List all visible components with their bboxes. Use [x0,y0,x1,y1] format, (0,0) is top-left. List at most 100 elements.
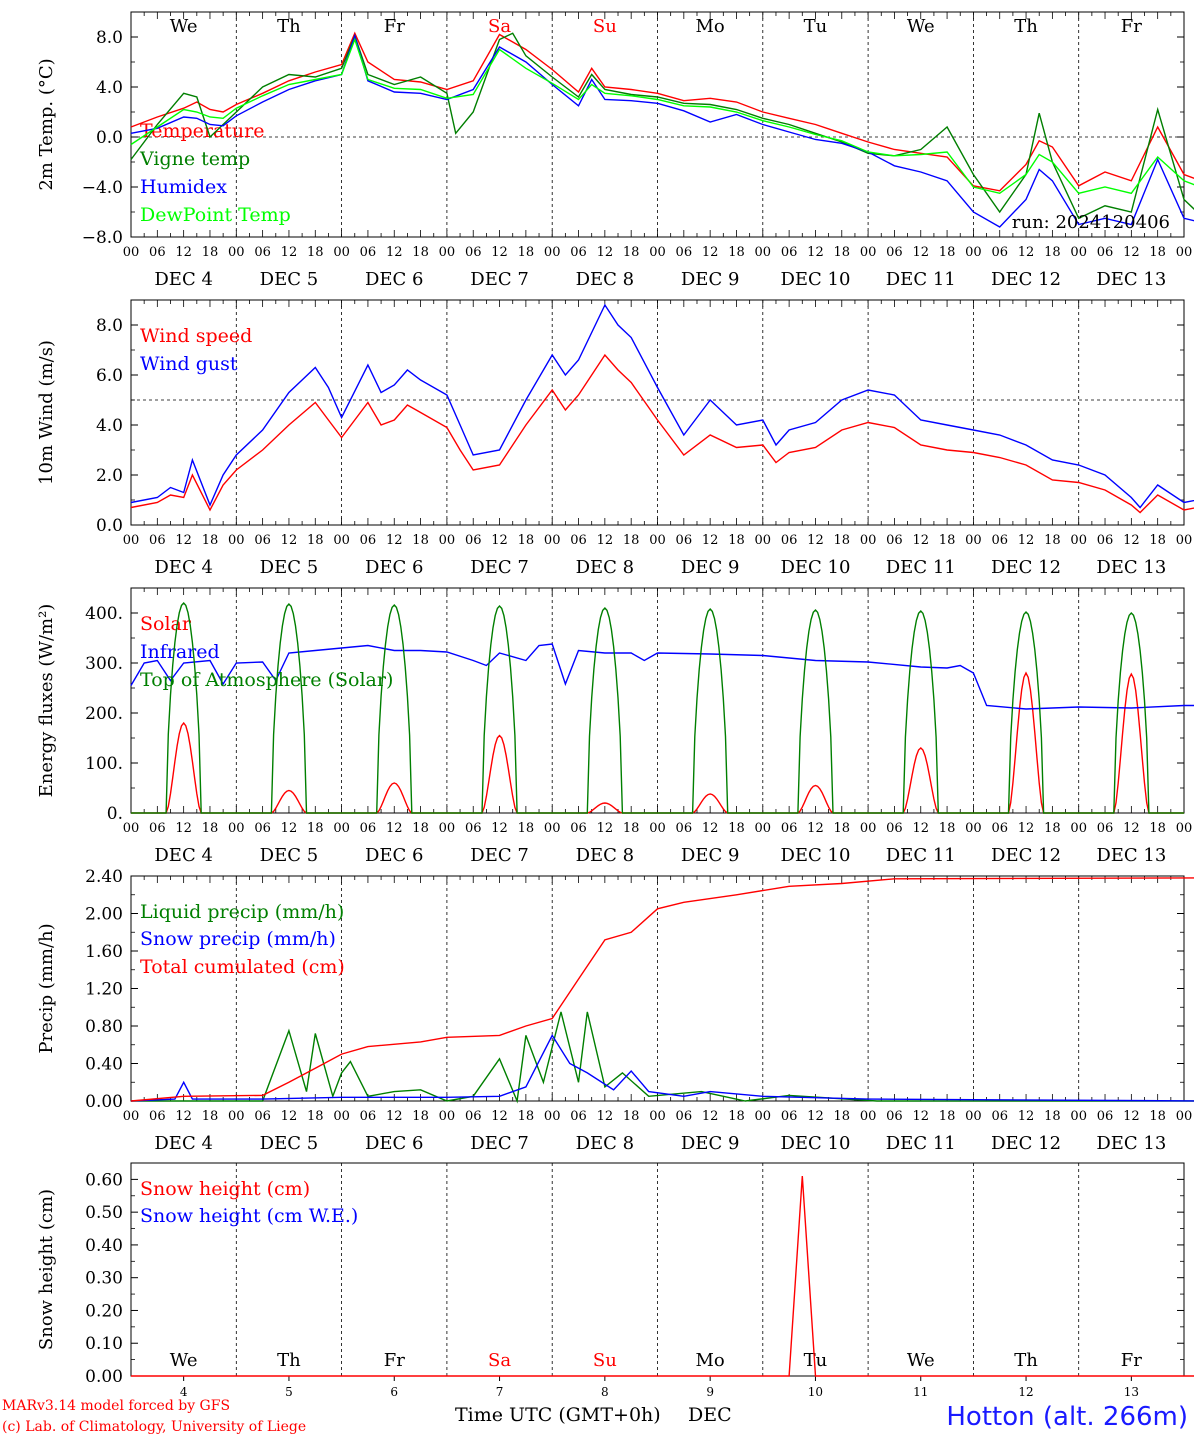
hour-label: 12 [1018,821,1035,836]
y-tick-label: 6.0 [96,366,123,386]
hour-label: 12 [702,245,719,260]
hour-label: 00 [544,1109,561,1124]
y-tick-label: −4.0 [82,178,123,198]
hour-label: 12 [491,533,508,548]
hour-label: 06 [676,1109,693,1124]
date-label: DEC 12 [991,845,1061,866]
hour-label: 00 [333,821,350,836]
hour-label: 00 [123,245,140,260]
date-label: DEC 4 [154,557,213,578]
model-credit: MARv3.14 model forced by GFS [2,1398,231,1414]
hour-label: 18 [307,245,324,260]
hour-label: 18 [623,1109,640,1124]
hour-label: 18 [1149,533,1166,548]
hour-label: 00 [228,533,245,548]
y-tick-label: 200. [85,704,123,724]
hour-label: 06 [781,245,798,260]
hour-label: 12 [386,245,403,260]
y-tick-label: 0.40 [85,1055,123,1075]
weekday-label: Th [1014,1350,1038,1371]
series-line-vigne-temp [130,32,1194,220]
weekday-label: Th [277,1350,301,1371]
date-label: DEC 9 [681,1133,740,1154]
date-label: DEC 9 [681,845,740,866]
date-label: DEC 7 [470,845,529,866]
hour-label: 00 [755,1109,772,1124]
hour-label: 12 [1018,1109,1035,1124]
hour-label: 18 [728,821,745,836]
legend-entry: Wind speed [140,325,252,347]
y-axis-label: 2m Temp. (°C) [36,58,57,190]
hour-label: 18 [307,821,324,836]
hour-label: 00 [649,533,666,548]
weekday-label: Mo [696,1350,725,1371]
hour-label: 00 [333,245,350,260]
hour-label: 12 [491,245,508,260]
x-axis-label: Time UTC (GMT+0h) [455,1404,661,1426]
date-label: DEC 13 [1096,845,1166,866]
weekday-label: We [907,16,935,37]
hour-label: 18 [202,1109,219,1124]
hour-label: 00 [1070,1109,1087,1124]
hour-label: 18 [1149,821,1166,836]
hour-label: 12 [386,821,403,836]
hour-label: 00 [439,245,456,260]
legend-entry: Wind gust [140,353,238,375]
hour-label: 00 [439,533,456,548]
hour-label: 12 [1123,1109,1140,1124]
hour-label: 18 [412,245,429,260]
legend-entry: Humidex [140,176,227,198]
hour-label: 12 [386,533,403,548]
hour-label: 06 [886,533,903,548]
hour-label: 06 [254,1109,271,1124]
date-label: DEC 13 [1096,1133,1166,1154]
hour-label: 18 [518,821,535,836]
series-line-snow-height-cm- [131,1176,1194,1377]
hour-label: 18 [518,533,535,548]
date-label: DEC 10 [780,845,850,866]
legend-entry: Temperature [140,120,264,142]
hour-label: 00 [228,821,245,836]
date-label: DEC 6 [365,557,424,578]
y-tick-label: 0.20 [85,1301,123,1321]
hour-label: 18 [1044,245,1061,260]
hour-label: 18 [518,1109,535,1124]
hour-label: 18 [307,533,324,548]
y-tick-label: 0.0 [96,128,123,148]
legend-entry: Liquid precip (mm/h) [140,901,344,923]
hour-label: 12 [912,245,929,260]
weekday-label: We [170,16,198,37]
hour-label: 12 [807,821,824,836]
weekday-label: Tu [804,1350,828,1371]
hour-label: 18 [623,821,640,836]
hour-label: 12 [175,533,192,548]
hour-label: 00 [755,821,772,836]
hour-label: 00 [228,245,245,260]
series-line-top-of-atmosphere-solar- [131,601,1184,814]
hour-label: 00 [965,1109,982,1124]
y-tick-label: 400. [85,604,123,624]
hour-label: 00 [755,533,772,548]
hour-label: 18 [834,533,851,548]
date-label: DEC 10 [780,269,850,290]
y-tick-label: 0.30 [85,1269,123,1289]
date-label: DEC 5 [260,557,319,578]
hour-label: 06 [465,533,482,548]
hour-label: 00 [333,1109,350,1124]
date-label: DEC 5 [260,269,319,290]
date-label: DEC 6 [365,845,424,866]
date-label: DEC 11 [886,269,956,290]
hour-label: 12 [807,245,824,260]
hour-label: 12 [912,533,929,548]
hour-label: 06 [991,533,1008,548]
hour-label: 00 [965,533,982,548]
legend-entry: Infrared [140,641,220,663]
hour-label: 00 [544,245,561,260]
series-line-humidex [130,33,1194,228]
y-axis-label: Precip (mm/h) [36,923,57,1053]
y-tick-label: 0.40 [85,1236,123,1256]
date-label: DEC 6 [365,1133,424,1154]
date-label: DEC 9 [681,269,740,290]
weekday-label: Th [277,16,301,37]
